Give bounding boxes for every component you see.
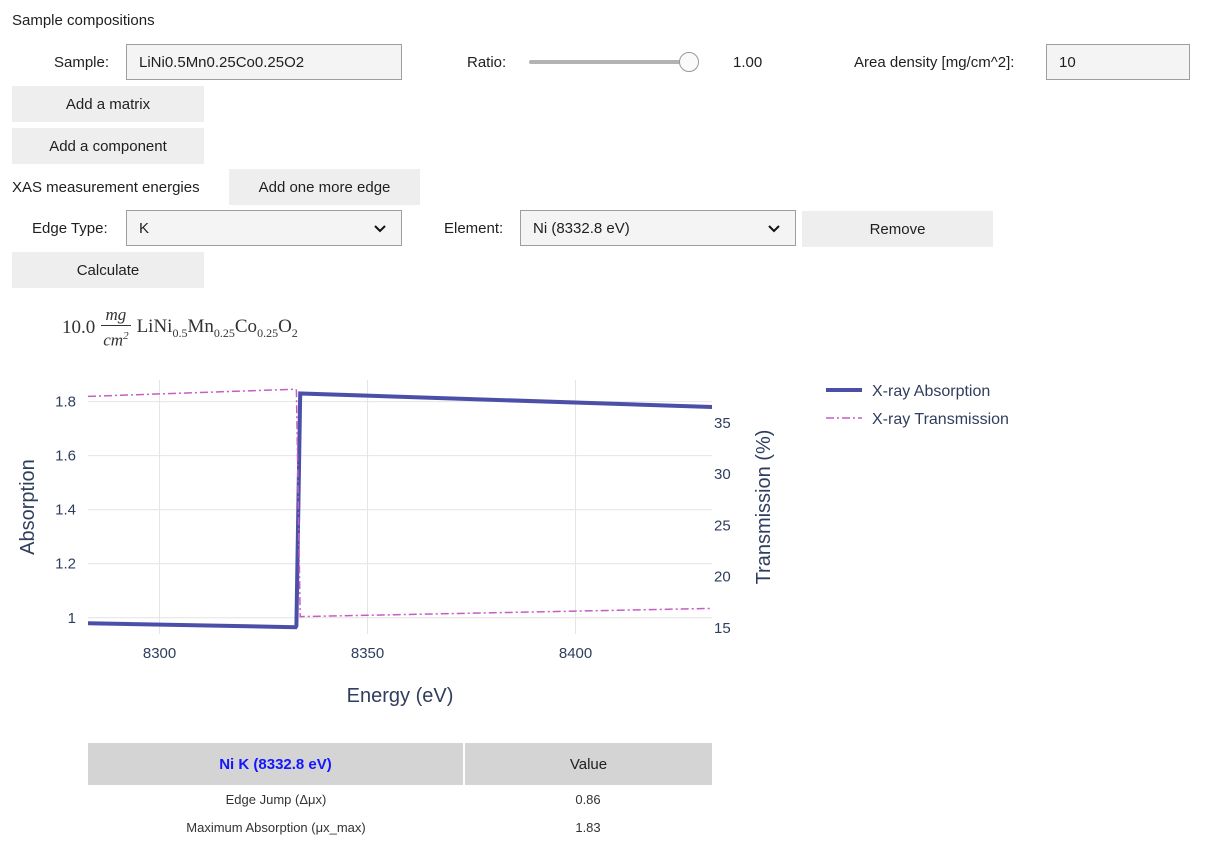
table-cell-value: 1.83 bbox=[575, 819, 601, 835]
formula-unit-fraction: mg cm2 bbox=[101, 305, 131, 351]
legend-absorption-label[interactable]: X-ray Absorption bbox=[872, 383, 990, 400]
section-title: Sample compositions bbox=[12, 12, 155, 29]
table-row: Edge Jump (Δμx) 0.86 bbox=[88, 785, 712, 813]
ratio-slider-thumb[interactable] bbox=[679, 52, 699, 72]
ratio-slider-track bbox=[529, 60, 689, 64]
area-density-input[interactable] bbox=[1046, 44, 1190, 80]
x-tick-label: 8350 bbox=[351, 645, 384, 662]
add-matrix-button[interactable]: Add a matrix bbox=[12, 86, 204, 122]
y2-tick-label: 20 bbox=[714, 569, 731, 586]
transmission-series-line bbox=[87, 388, 713, 618]
area-density-label: Area density [mg/cm^2]: bbox=[854, 54, 1015, 71]
table-row: Maximum Absorption (μx_max) 1.83 bbox=[88, 813, 712, 841]
x-tick-label: 8300 bbox=[143, 645, 176, 662]
chevron-down-icon bbox=[768, 225, 780, 233]
results-table: Ni K (8332.8 eV) Value Edge Jump (Δμx) 0… bbox=[88, 743, 712, 841]
ratio-slider[interactable] bbox=[527, 50, 703, 74]
y-tick-label: 1.8 bbox=[55, 394, 76, 411]
y2-tick-label: 25 bbox=[714, 517, 731, 534]
y-tick-label: 1.2 bbox=[55, 556, 76, 573]
edge-type-select[interactable]: K bbox=[126, 210, 402, 246]
sample-input[interactable] bbox=[126, 44, 402, 80]
table-cell-name: Edge Jump (Δμx) bbox=[225, 791, 327, 807]
table-header-value: Value bbox=[464, 743, 712, 785]
formula-density: 10.0 bbox=[62, 317, 96, 338]
table-header-edge: Ni K (8332.8 eV) bbox=[88, 743, 465, 785]
chevron-down-icon bbox=[374, 225, 386, 233]
sample-label: Sample: bbox=[54, 54, 110, 71]
table-cell-name: Maximum Absorption (μx_max) bbox=[186, 819, 366, 835]
absorption-series-line bbox=[87, 391, 713, 630]
xas-label: XAS measurement energies bbox=[12, 179, 200, 196]
formula-denominator: cm2 bbox=[101, 325, 131, 351]
x-axis-label: Energy (eV) bbox=[347, 685, 454, 707]
y-tick-label: 1 bbox=[68, 610, 76, 627]
remove-button[interactable]: Remove bbox=[802, 211, 993, 247]
ratio-value: 1.00 bbox=[733, 54, 763, 71]
formula-compound: LiNi0.5Mn0.25Co0.25O2 bbox=[136, 315, 298, 340]
element-select[interactable]: Ni (8332.8 eV) bbox=[520, 210, 796, 246]
calculate-button[interactable]: Calculate bbox=[12, 252, 204, 288]
chart-legend[interactable]: X-ray Absorption X-ray Transmission bbox=[826, 383, 1009, 428]
legend-transmission-label[interactable]: X-ray Transmission bbox=[872, 411, 1009, 428]
y2-tick-label: 15 bbox=[714, 620, 731, 637]
xas-chart: 8300 8350 8400 1 1.2 1.4 1.6 1.8 15 20 25 30 35 Ener… bbox=[17, 380, 1009, 707]
add-component-button[interactable]: Add a component bbox=[12, 128, 204, 164]
y2-tick-label: 30 bbox=[714, 466, 731, 483]
edge-type-label: Edge Type: bbox=[32, 220, 108, 237]
sample-formula: 10.0 mg cm2 LiNi0.5Mn0.25Co0.25O2 bbox=[62, 300, 298, 356]
table-cell-value: 0.86 bbox=[575, 791, 601, 807]
formula-numerator: mg bbox=[105, 305, 127, 325]
ratio-label: Ratio: bbox=[467, 54, 507, 71]
y-axis-label: Absorption bbox=[17, 459, 39, 555]
edge-type-value: K bbox=[139, 219, 150, 237]
element-value: Ni (8332.8 eV) bbox=[533, 219, 630, 237]
x-tick-label: 8400 bbox=[559, 645, 592, 662]
y2-axis-label: Transmission (%) bbox=[753, 430, 775, 585]
add-edge-button[interactable]: Add one more edge bbox=[229, 169, 420, 205]
y-tick-label: 1.4 bbox=[55, 502, 76, 519]
y2-tick-label: 35 bbox=[714, 415, 731, 432]
element-label: Element: bbox=[444, 220, 504, 237]
y-tick-label: 1.6 bbox=[55, 448, 76, 465]
